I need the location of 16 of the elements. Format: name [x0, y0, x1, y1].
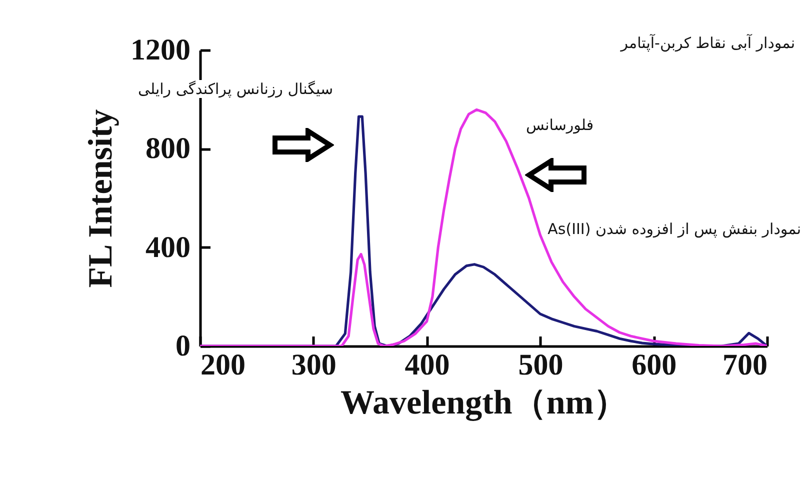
- y-tick-label: 1200: [130, 34, 190, 66]
- x-tick-label: 500: [518, 348, 564, 382]
- x-tick-label: 700: [722, 348, 768, 382]
- y-tick-label: 0: [176, 330, 190, 362]
- annotation: نمودار بنفش پس از افزوده شدن As(III): [548, 220, 801, 238]
- x-tick-label: 300: [291, 348, 336, 382]
- x-tick-label: 400: [404, 348, 450, 382]
- y-axis-title: FL Intensity: [82, 109, 120, 288]
- annotation: نمودار آبی نقاط کربن-آپتامر: [620, 34, 795, 52]
- y-tick-label: 800: [146, 132, 190, 166]
- annotation: فلورسانس: [526, 116, 594, 134]
- x-tick-label: 600: [632, 348, 677, 382]
- annotation: سیگنال رزنانس پراکندگی رایلی: [138, 80, 334, 98]
- x-tick-label: 200: [200, 348, 246, 382]
- y-tick-label: 400: [146, 230, 190, 264]
- x-axis-title: Wavelength（nm）: [340, 384, 628, 422]
